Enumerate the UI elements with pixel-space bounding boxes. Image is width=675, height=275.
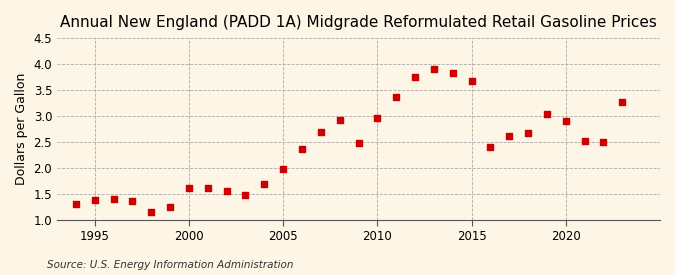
Point — [391, 95, 402, 99]
Point — [466, 79, 477, 84]
Point — [240, 193, 251, 197]
Point — [315, 130, 326, 134]
Point — [617, 100, 628, 104]
Y-axis label: Dollars per Gallon: Dollars per Gallon — [15, 73, 28, 185]
Point — [560, 119, 571, 123]
Point — [296, 147, 307, 152]
Point — [522, 131, 533, 136]
Point — [334, 117, 345, 122]
Point — [165, 205, 176, 209]
Point — [448, 71, 458, 76]
Point — [259, 182, 270, 186]
Point — [202, 186, 213, 190]
Point — [277, 166, 288, 171]
Point — [108, 197, 119, 202]
Point — [541, 112, 552, 116]
Point — [429, 67, 439, 71]
Point — [146, 210, 157, 214]
Point — [410, 74, 421, 79]
Text: Source: U.S. Energy Information Administration: Source: U.S. Energy Information Administ… — [47, 260, 294, 270]
Point — [184, 186, 194, 190]
Point — [485, 145, 496, 150]
Point — [372, 116, 383, 120]
Point — [579, 139, 590, 143]
Point — [504, 134, 514, 138]
Point — [598, 139, 609, 144]
Point — [89, 198, 100, 202]
Point — [70, 202, 81, 207]
Title: Annual New England (PADD 1A) Midgrade Reformulated Retail Gasoline Prices: Annual New England (PADD 1A) Midgrade Re… — [60, 15, 657, 30]
Point — [127, 199, 138, 203]
Point — [353, 141, 364, 145]
Point — [221, 189, 232, 193]
